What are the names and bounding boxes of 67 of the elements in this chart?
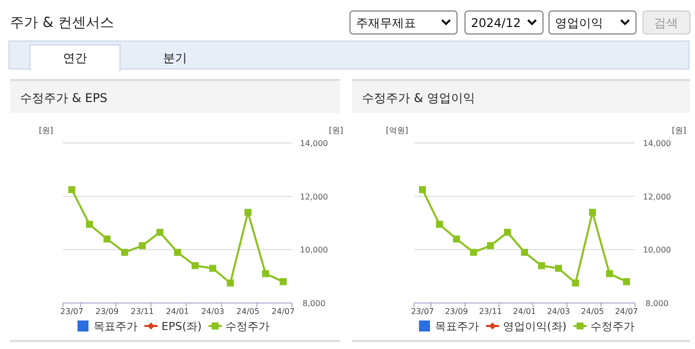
x-tick-label: 24/01 (512, 307, 536, 316)
y2-axis-title: [원] (672, 126, 686, 135)
legend-label: 목표주가 (94, 320, 138, 333)
point (538, 262, 545, 270)
legend-label: 수정주가 (226, 320, 270, 333)
point (68, 186, 76, 194)
point (86, 220, 93, 228)
y2-tick-label: 10,000 (300, 246, 328, 255)
point (419, 186, 426, 194)
legend-label: 영업이익(좌) (503, 320, 567, 333)
y2-tick-label: 12,000 (300, 192, 328, 202)
legend-label: 목표주가 (435, 320, 479, 333)
point (487, 242, 494, 250)
y2-tick-label: 14,000 (300, 139, 328, 148)
x-tick-label: 24/05 (580, 307, 604, 316)
y2-tick-label: 8,000 (646, 299, 668, 308)
point (436, 220, 443, 228)
point (606, 270, 613, 278)
x-tick-label: 24/05 (236, 307, 260, 316)
text: 주가 & 컨센서스 (10, 15, 114, 31)
point (244, 208, 252, 216)
text: 주재무제표 (356, 16, 416, 30)
chart-title: 수정주가 & EPS (20, 91, 108, 105)
point (192, 262, 199, 270)
text: 영업이익 (555, 16, 603, 30)
point (572, 280, 579, 286)
point (209, 264, 216, 272)
y-axis-title: [억원] (386, 126, 408, 135)
text: 연간 (63, 51, 87, 65)
point (226, 280, 234, 286)
point (280, 278, 287, 286)
x-tick-label: 23/07 (60, 307, 84, 316)
y-axis-title: [원] (38, 126, 54, 135)
point (589, 208, 596, 216)
point (623, 278, 630, 286)
point (156, 228, 164, 236)
x-tick-label: 24/07 (614, 307, 638, 316)
x-tick-label: 23/09 (444, 307, 468, 316)
text: 2024/12 (471, 16, 521, 30)
legend-label: EPS(좌) (162, 320, 202, 333)
point (174, 248, 181, 256)
x-tick-label: 23/07 (410, 307, 434, 316)
chart-title: 수정주가 & 영업이익 (362, 91, 475, 105)
point (555, 264, 562, 272)
y2-axis-title: [원] (328, 126, 344, 135)
legend-label: 수정주가 (590, 320, 635, 333)
x-tick-label: 24/01 (166, 307, 190, 316)
point (470, 248, 477, 256)
x-tick-label: 24/03 (546, 307, 570, 316)
point (521, 248, 528, 256)
x-tick-label: 23/11 (478, 307, 502, 316)
y2-tick-label: 12,000 (643, 192, 671, 202)
x-tick-label: 23/09 (96, 307, 119, 316)
x-tick-label: 23/11 (130, 307, 154, 316)
point (262, 270, 270, 278)
point (453, 236, 460, 242)
point (121, 248, 128, 256)
y2-tick-label: 8,000 (302, 299, 326, 308)
x-tick-label: 24/03 (201, 307, 224, 316)
point (104, 236, 111, 242)
y2-tick-label: 14,000 (643, 139, 671, 148)
text: 검색 (654, 16, 678, 30)
x-tick-label: 24/07 (272, 307, 295, 316)
y2-tick-label: 10,000 (643, 246, 671, 255)
point (504, 228, 511, 236)
point (138, 242, 146, 250)
text: 분기 (163, 51, 187, 65)
